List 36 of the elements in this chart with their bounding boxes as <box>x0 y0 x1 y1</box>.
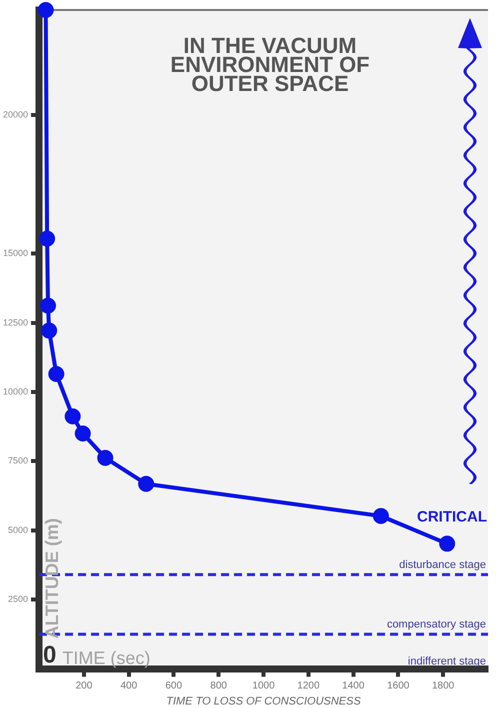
annotation: CRITICAL <box>417 508 487 526</box>
text: IN THE VACUUM ENVIRONMENT OF OUTER SPACE <box>170 33 370 96</box>
y-tick-label: 15000 <box>2 248 28 258</box>
x-tick-label: 600 <box>165 680 182 692</box>
annotation: TIME (sec) <box>62 648 150 668</box>
x-tick-label: 800 <box>210 680 228 692</box>
y-tick-label: 10000 <box>2 386 28 396</box>
y-tick-label: 12500 <box>2 317 28 328</box>
point <box>38 2 54 18</box>
x-tick-label: 1400 <box>342 680 365 692</box>
x-tick-label: 400 <box>120 680 138 692</box>
point <box>138 476 154 492</box>
annotation: 0 <box>43 641 56 668</box>
y-tick-label: 2500 <box>8 594 28 604</box>
point <box>41 322 58 339</box>
x-tick-label: 1800 <box>432 680 455 692</box>
point <box>40 298 56 314</box>
point <box>48 366 64 382</box>
x-tick-label: 1600 <box>387 680 410 692</box>
x-tick-label: 200 <box>76 680 93 692</box>
point <box>372 508 389 524</box>
point <box>64 408 81 424</box>
point <box>439 536 456 552</box>
y-tick-label: 5000 <box>8 524 28 535</box>
annotation: indifferent stage <box>408 655 486 668</box>
x-axis-title: TIME TO LOSS OF CONSCIOUSNESS <box>166 695 362 708</box>
point <box>97 450 114 466</box>
x-tick-label: 1200 <box>297 680 320 692</box>
point <box>74 426 91 442</box>
y-tick-label: 7500 <box>8 456 28 466</box>
x-tick-label: 1000 <box>252 680 276 692</box>
y-axis-title: ALTITUDE (m) <box>42 518 62 639</box>
ref-line-label: disturbance stage <box>399 559 486 572</box>
point <box>39 230 56 247</box>
ref-line-label: compensatory stage <box>386 618 486 631</box>
y-tick-label: 20000 <box>2 110 28 120</box>
